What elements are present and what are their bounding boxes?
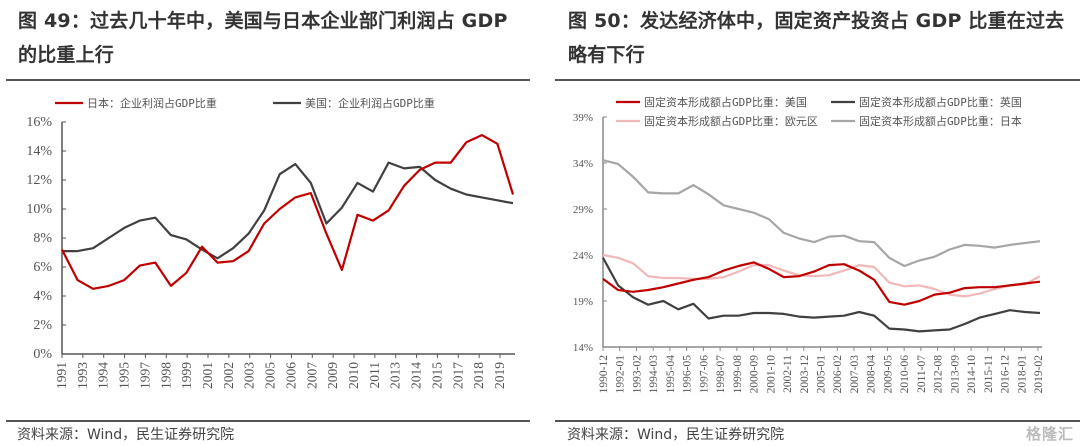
y-tick-label: 2% bbox=[33, 318, 52, 333]
x-tick-label: 2007-03 bbox=[849, 355, 861, 394]
x-tick-label: 2008-04 bbox=[866, 355, 878, 394]
y-tick-label: 14% bbox=[573, 342, 593, 354]
x-tick-label: 1994 bbox=[96, 362, 111, 389]
y-tick-label: 24% bbox=[573, 250, 593, 262]
x-tick-label: 2016-12 bbox=[1000, 355, 1012, 394]
series-line bbox=[61, 134, 515, 290]
x-tick-label: 2017 bbox=[450, 362, 465, 389]
x-tick-label: 2000-09 bbox=[749, 355, 761, 394]
x-tick-label: 1993 bbox=[75, 362, 90, 389]
x-tick-label: 1995 bbox=[117, 362, 132, 389]
series-line bbox=[602, 257, 1041, 333]
legend-label: 日本：企业利润占GDP比重 bbox=[87, 96, 217, 110]
x-tick-label: 2005 bbox=[263, 362, 278, 389]
y-tick-label: 16% bbox=[26, 115, 52, 130]
x-tick-label: 2005-01 bbox=[816, 355, 828, 394]
x-tick-label: 2011 bbox=[367, 362, 382, 389]
x-tick-label: 2009 bbox=[325, 362, 340, 389]
x-tick-label: 1999 bbox=[179, 362, 194, 389]
x-tick-label: 2013-09 bbox=[949, 355, 961, 394]
x-tick-label: 2002 bbox=[221, 362, 236, 389]
y-tick-label: 19% bbox=[573, 296, 593, 308]
x-tick-label: 2019 bbox=[492, 362, 507, 389]
x-tick-label: 2015 bbox=[429, 362, 444, 389]
series-line bbox=[602, 253, 1041, 298]
y-tick-label: 12% bbox=[26, 173, 52, 188]
x-tick-label: 2010 bbox=[346, 362, 361, 389]
y-tick-label: 14% bbox=[26, 144, 52, 159]
legend-label: 固定资本形成额占GDP比重：美国 bbox=[644, 95, 807, 109]
x-tick-label: 2018-01 bbox=[1016, 355, 1028, 394]
x-tick-label: 1992-01 bbox=[615, 355, 627, 394]
x-tick-label: 1995-04 bbox=[665, 355, 677, 394]
x-tick-label: 1996-05 bbox=[682, 355, 694, 394]
x-tick-label: 2009-05 bbox=[882, 355, 894, 394]
x-tick-label: 1993-02 bbox=[631, 355, 643, 394]
x-tick-label: 2006 bbox=[283, 362, 298, 389]
left-figure-panel: 图 49：过去几十年中，美国与日本企业部门利润占 GDP 的比重上行 0% 2% 4… bbox=[6, 10, 530, 443]
legend-label: 固定资本形成额占GDP比重：欧元区 bbox=[644, 114, 818, 128]
series-line bbox=[62, 161, 514, 260]
x-tick-label: 2001 bbox=[200, 362, 215, 389]
right-figure-title: 图 50：发达经济体中，固定资产投资占 GDP 比重在过去略有下行 bbox=[568, 10, 1065, 66]
left-title-divider bbox=[6, 79, 530, 81]
y-tick-label: 4% bbox=[33, 289, 52, 304]
x-tick-label: 2014-10 bbox=[966, 355, 978, 394]
y-tick-label: 6% bbox=[33, 260, 52, 275]
x-tick-label: 1997-06 bbox=[698, 355, 710, 394]
x-tick-label: 2003-12 bbox=[799, 355, 811, 394]
right-figure-panel: 图 50：发达经济体中，固定资产投资占 GDP 比重在过去略有下行 14% 19%… bbox=[540, 0, 1080, 446]
x-tick-label: 2013 bbox=[388, 362, 403, 389]
y-tick-label: 0% bbox=[33, 347, 52, 362]
left-figure-title: 图 49：过去几十年中，美国与日本企业部门利润占 GDP 的比重上行 bbox=[18, 10, 508, 66]
x-tick-label: 2015-11 bbox=[983, 355, 995, 393]
left-bottom-divider bbox=[6, 420, 530, 422]
x-tick-label: 2006-02 bbox=[832, 355, 844, 394]
x-tick-label: 2001-10 bbox=[765, 355, 777, 394]
x-tick-label: 1998-07 bbox=[715, 355, 727, 394]
series-line bbox=[602, 159, 1041, 268]
legend-label: 固定资本形成额占GDP比重：日本 bbox=[859, 114, 1022, 128]
x-tick-label: 1991 bbox=[54, 362, 69, 389]
series-line bbox=[602, 261, 1041, 306]
right-source-note: 资料来源：Wind，民生证券研究院 bbox=[567, 427, 785, 443]
y-tick-label: 8% bbox=[33, 231, 52, 246]
y-tick-label: 29% bbox=[573, 204, 593, 216]
x-tick-label: 2010-06 bbox=[899, 355, 911, 394]
watermark-logo: 格隆汇 bbox=[1025, 425, 1074, 443]
right-line-chart: 14% 19% 24% 29% 34% 39% 1990-12 1992-01 1993-02 1… bbox=[573, 95, 1045, 394]
x-tick-label: 2007 bbox=[304, 362, 319, 389]
left-source-note: 资料来源：Wind，民生证券研究院 bbox=[17, 427, 235, 443]
x-tick-label: 1990-12 bbox=[598, 355, 610, 394]
y-tick-label: 10% bbox=[26, 202, 52, 217]
right-bottom-divider bbox=[555, 420, 1080, 422]
x-tick-label: 2002-11 bbox=[782, 355, 794, 393]
y-tick-label: 39% bbox=[573, 112, 593, 124]
x-tick-label: 2003 bbox=[242, 362, 257, 389]
right-title-divider bbox=[555, 79, 1080, 81]
x-tick-label: 1998 bbox=[158, 362, 173, 389]
x-tick-label: 2018 bbox=[471, 362, 486, 389]
x-tick-label: 2019-02 bbox=[1033, 355, 1045, 394]
x-tick-label: 1999-08 bbox=[732, 355, 744, 394]
legend-label: 美国：企业利润占GDP比重 bbox=[305, 96, 435, 110]
left-line-chart: 0% 2% 4% 6% 8% 10% 12% 14% 16% 1991 1993 1994 1995 19… bbox=[26, 96, 515, 389]
x-tick-label: 2011-07 bbox=[916, 355, 928, 393]
legend-label: 固定资本形成额占GDP比重：英国 bbox=[859, 95, 1022, 109]
x-tick-label: 2014 bbox=[409, 362, 424, 389]
x-tick-label: 1994-03 bbox=[648, 355, 660, 394]
x-tick-label: 1997 bbox=[137, 362, 152, 389]
x-tick-label: 2012-08 bbox=[933, 355, 945, 394]
y-tick-label: 34% bbox=[573, 158, 593, 170]
